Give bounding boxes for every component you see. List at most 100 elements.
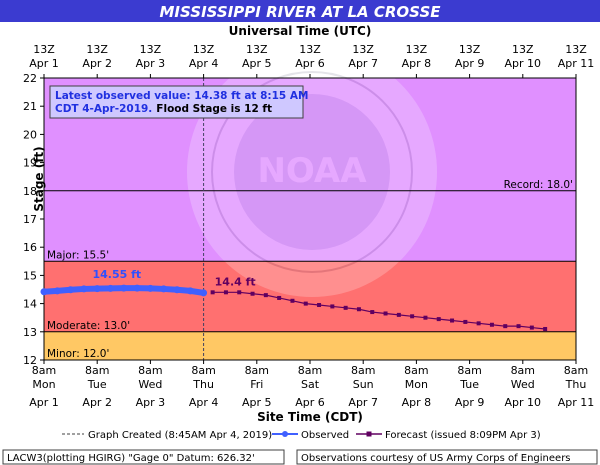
- bottom-tick-day-1: Tue: [87, 378, 107, 391]
- observed-point-6: [120, 284, 128, 292]
- observed-peak-label: 14.55 ft: [92, 268, 141, 281]
- top-tick-date-6: Apr 7: [348, 57, 378, 70]
- top-tick-date-9: Apr 10: [505, 57, 542, 70]
- bottom-tick-date-0: Apr 1: [29, 396, 59, 409]
- forecast-point-2: [237, 290, 242, 295]
- y-tick-label-9: 21: [23, 100, 37, 113]
- forecast-point-21: [489, 322, 494, 327]
- forecast-point-9: [330, 304, 335, 309]
- observed-point-8: [146, 284, 154, 292]
- top-tick-label-5: 13Z: [299, 43, 321, 56]
- y-axis-label: Stage (ft): [32, 146, 46, 211]
- forecast-point-18: [450, 318, 455, 323]
- annotation-line-1: Latest observed value: 14.38 ft at 8:15 …: [55, 90, 308, 102]
- top-tick-label-4: 13Z: [246, 43, 268, 56]
- observed-point-9: [160, 285, 168, 293]
- forecast-point-19: [463, 319, 468, 324]
- bottom-tick-time-7: 8am: [404, 364, 428, 377]
- y-tick-label-1: 13: [23, 326, 37, 339]
- forecast-point-13: [383, 311, 388, 316]
- bottom-tick-date-5: Apr 6: [295, 396, 325, 409]
- forecast-peak-label: 14.4 ft: [215, 275, 256, 288]
- y-tick-label-7: 19: [23, 157, 37, 170]
- bottom-tick-day-3: Thu: [192, 378, 214, 391]
- forecast-point-15: [410, 314, 415, 319]
- observed-point-1: [53, 287, 61, 295]
- bottom-tick-time-0: 8am: [32, 364, 56, 377]
- x-axis-label: Site Time (CDT): [257, 410, 363, 424]
- top-tick-label-6: 13Z: [352, 43, 374, 56]
- forecast-point-4: [263, 293, 268, 298]
- top-tick-date-2: Apr 3: [136, 57, 166, 70]
- forecast-point-20: [476, 321, 481, 326]
- observed-point-0: [40, 288, 48, 296]
- top-tick-label-7: 13Z: [406, 43, 428, 56]
- forecast-point-22: [503, 324, 508, 329]
- bottom-tick-time-6: 8am: [351, 364, 375, 377]
- forecast-point-12: [370, 310, 375, 315]
- top-tick-date-4: Apr 5: [242, 57, 272, 70]
- bottom-tick-day-7: Mon: [405, 378, 428, 391]
- legend-forecast: Forecast (issued 8:09PM Apr 3): [385, 430, 541, 441]
- forecast-point-11: [356, 307, 361, 312]
- chart-title: MISSISSIPPI RIVER AT LA CROSSE: [159, 3, 441, 21]
- bottom-tick-day-5: Sat: [301, 378, 320, 391]
- annotation-box: Latest observed value: 14.38 ft at 8:15 …: [49, 85, 308, 119]
- forecast-point-1: [223, 290, 228, 295]
- annotation-line-2: CDT 4-Apr-2019. Flood Stage is 12 ft: [55, 103, 272, 115]
- top-axis-label: Universal Time (UTC): [229, 24, 372, 38]
- watermark-text: NOAA: [257, 151, 367, 191]
- footer: LACW3(plotting HGIRG) "Gage 0" Datum: 62…: [2, 449, 598, 465]
- bottom-tick-date-2: Apr 3: [136, 396, 166, 409]
- band-minor: [44, 331, 576, 360]
- observed-point-5: [107, 284, 114, 292]
- forecast-point-3: [250, 291, 255, 296]
- observed-point-7: [133, 284, 141, 292]
- forecast-point-16: [423, 315, 428, 320]
- forecast-point-25: [543, 326, 548, 331]
- forecast-point-5: [277, 295, 282, 300]
- forecast-line: [212, 291, 546, 330]
- forecast-point-7: [303, 301, 308, 306]
- observed-point-3: [80, 285, 88, 293]
- threshold-label-0: Minor: 12.0': [47, 348, 109, 360]
- top-tick-label-2: 13Z: [140, 43, 162, 56]
- bottom-tick-day-8: Tue: [459, 378, 479, 391]
- bottom-tick-date-1: Apr 2: [82, 396, 112, 409]
- series-layer: 14.55 ft 14.4 ft: [40, 268, 548, 331]
- bottom-tick-time-10: 8am: [564, 364, 588, 377]
- annotation-flood: Flood Stage is 12 ft: [156, 103, 272, 115]
- observed-point-4: [93, 285, 101, 293]
- top-tick-date-8: Apr 9: [455, 57, 485, 70]
- forecast-point-17: [436, 317, 441, 322]
- footer-right: Observations courtesy of US Army Corps o…: [301, 453, 571, 464]
- observed-point-2: [67, 286, 75, 294]
- y-tick-label-10: 22: [23, 72, 37, 85]
- threshold-label-1: Moderate: 13.0': [47, 320, 130, 332]
- top-tick-date-5: Apr 6: [295, 57, 325, 70]
- y-tick-label-2: 14: [23, 298, 37, 311]
- forecast-point-14: [396, 312, 401, 317]
- top-tick-label-10: 13Z: [565, 43, 587, 56]
- y-tick-label-8: 20: [23, 128, 37, 141]
- y-tick-label-0: 12: [23, 354, 37, 367]
- top-tick-date-1: Apr 2: [82, 57, 112, 70]
- forecast-point-10: [343, 305, 348, 310]
- bottom-tick-time-4: 8am: [245, 364, 269, 377]
- y-tick-label-3: 15: [23, 269, 37, 282]
- bottom-tick-date-3: Apr 4: [189, 396, 219, 409]
- threshold-lines: Minor: 12.0' Moderate: 13.0' Major: 15.5' R…: [44, 78, 576, 361]
- threshold-label-3: Record: 18.0': [504, 179, 573, 191]
- bottom-tick-time-5: 8am: [298, 364, 322, 377]
- bottom-tick-day-10: Thu: [565, 378, 587, 391]
- top-tick-label-9: 13Z: [512, 43, 534, 56]
- forecast-point-0: [210, 290, 215, 295]
- bottom-tick-date-6: Apr 7: [348, 396, 378, 409]
- bottom-tick-date-9: Apr 10: [505, 396, 542, 409]
- bottom-tick-time-2: 8am: [138, 364, 162, 377]
- legend-created: Graph Created (8:45AM Apr 4, 2019): [88, 430, 272, 441]
- bottom-tick-date-4: Apr 5: [242, 396, 272, 409]
- top-tick-label-0: 13Z: [33, 43, 55, 56]
